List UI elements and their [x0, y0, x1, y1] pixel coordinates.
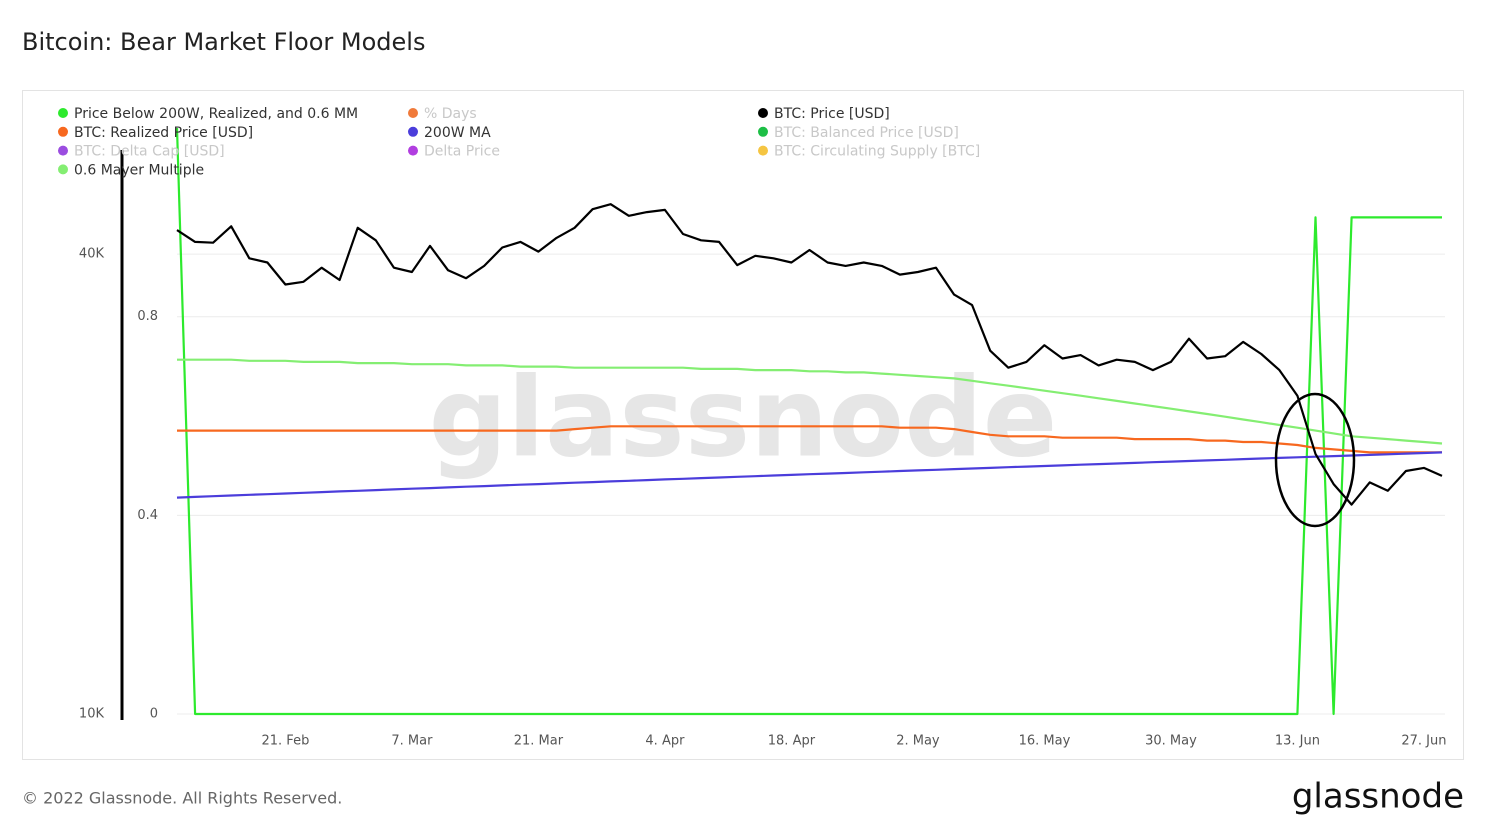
- legend-label[interactable]: 200W MA: [424, 125, 491, 141]
- legend-dot: [758, 145, 768, 156]
- legend-label[interactable]: % Days: [424, 106, 477, 122]
- legend-dot: [58, 126, 68, 137]
- legend-dot: [758, 108, 768, 118]
- y-tick-label: 10K: [79, 707, 105, 722]
- legend-label[interactable]: BTC: Circulating Supply [BTC]: [774, 144, 980, 160]
- x-tick-label: 13. Jun: [1275, 734, 1320, 749]
- legend-label[interactable]: BTC: Price [USD]: [774, 106, 890, 122]
- legend-label[interactable]: 0.6 Mayer Multiple: [74, 162, 204, 178]
- series-line: [175, 127, 1442, 716]
- x-tick-label: 2. May: [896, 734, 940, 749]
- plot: 0 0.4 0.8 10K 40K 21. Feb 7. Mar 21. Mar 4. Apr 1…: [79, 127, 1446, 749]
- legend-dot: [58, 145, 68, 156]
- x-tick-label: 16. May: [1019, 734, 1071, 749]
- watermark: glassnode: [429, 353, 1058, 481]
- legend-label[interactable]: BTC: Realized Price [USD]: [74, 125, 253, 141]
- x-tick-label: 30. May: [1145, 734, 1197, 749]
- chart-frame: [22, 90, 1464, 760]
- footer: © 2022 Glassnode. All Rights Reserved.: [22, 789, 342, 808]
- legend-dot: [408, 108, 418, 118]
- y2-tick-label: 0.8: [137, 309, 158, 324]
- legend-dot: [58, 108, 68, 118]
- x-tick-label: 18. Apr: [768, 734, 816, 749]
- legend-dot: [408, 126, 418, 137]
- x-tick-label: 7. Mar: [391, 734, 433, 749]
- series-line: [177, 358, 1443, 445]
- x-tick-label: 21. Mar: [514, 734, 564, 749]
- x-tick-label: 4. Apr: [645, 734, 685, 749]
- x-tick-label: 27. Jun: [1401, 734, 1446, 749]
- series-line: [176, 203, 1443, 506]
- legend-dot: [58, 164, 68, 175]
- series-line: [176, 451, 1443, 499]
- legend-label[interactable]: BTC: Balanced Price [USD]: [774, 125, 959, 141]
- legend-label[interactable]: Delta Price: [424, 144, 500, 160]
- y-tick-label: 40K: [79, 247, 105, 262]
- x-tick-label: 21. Feb: [262, 734, 310, 749]
- logo: glassnode: [1292, 777, 1464, 817]
- title: Bitcoin: Bear Market Floor Models: [22, 28, 425, 56]
- y2-tick-label: 0.4: [137, 508, 158, 523]
- series-line: [177, 425, 1442, 454]
- annotation-ellipse: [1274, 392, 1356, 528]
- legend-label[interactable]: Price Below 200W, Realized, and 0.6 MM: [74, 106, 358, 122]
- legend-label[interactable]: BTC: Delta Cap [USD]: [74, 144, 225, 160]
- y2-tick-label: 0: [150, 707, 158, 722]
- legend-dot: [408, 145, 418, 156]
- legend-dot: [758, 126, 768, 137]
